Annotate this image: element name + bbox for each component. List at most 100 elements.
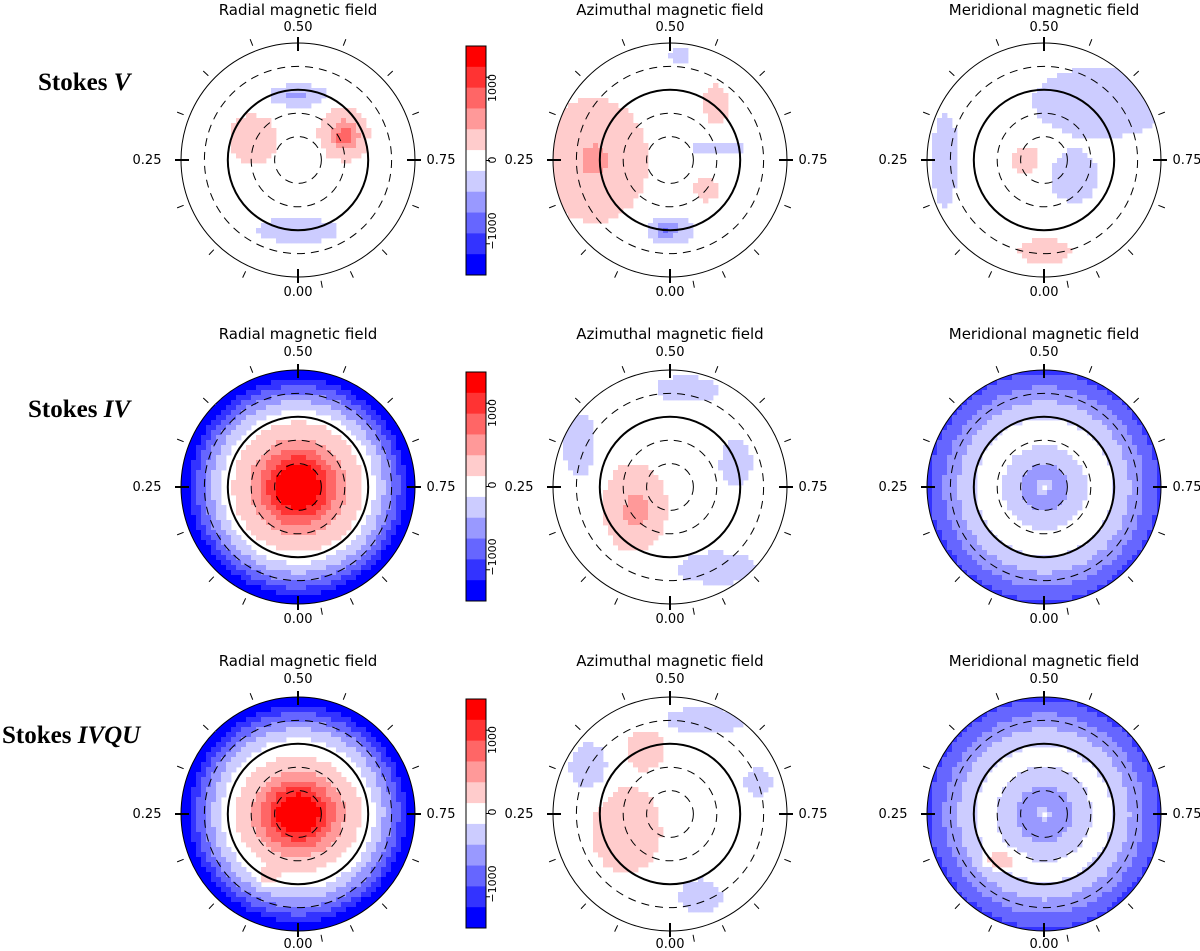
map-panel	[921, 364, 1167, 615]
observation-tick	[753, 903, 760, 910]
observation-tick	[202, 70, 209, 77]
observation-tick	[714, 38, 719, 46]
colorbar-tick-label: 1000	[486, 399, 499, 427]
observation-tick	[320, 934, 323, 942]
observation-tick	[692, 934, 695, 942]
colorbar-row1: 1000 0 −1000	[465, 45, 499, 276]
observation-tick	[714, 365, 719, 373]
observation-tick	[412, 858, 420, 863]
colorbar-swatch	[466, 191, 486, 214]
observation-tick	[349, 598, 354, 605]
observation-tick	[714, 692, 719, 700]
observation-tick	[784, 204, 792, 209]
observation-tick	[1158, 765, 1166, 770]
map-panel	[175, 691, 421, 942]
observation-tick	[995, 38, 1000, 46]
colorbar-tick-label: 0	[486, 809, 499, 816]
observation-tick	[381, 576, 388, 583]
phase-top: 0.50	[656, 672, 685, 687]
observation-tick	[922, 765, 930, 770]
outer-circle	[552, 696, 788, 932]
observation-tick	[954, 903, 961, 910]
title-radial-row3: Radial magnetic field	[219, 652, 378, 670]
observation-tick	[1133, 70, 1140, 77]
observation-tick	[574, 70, 581, 77]
observation-tick	[176, 111, 184, 116]
colorbar-swatch	[466, 108, 486, 130]
map-panel	[921, 691, 1167, 942]
colorbar-swatch	[466, 761, 486, 783]
observation-tick	[1133, 724, 1140, 731]
latitude-circle	[575, 719, 765, 909]
observation-tick	[1095, 271, 1100, 278]
observation-tick	[548, 438, 556, 443]
latitude-circle	[1020, 790, 1068, 838]
phase-left: 0.25	[133, 807, 162, 822]
observation-tick	[320, 607, 323, 615]
colorbar-swatch	[466, 517, 486, 540]
observation-tick	[614, 598, 619, 605]
observation-tick	[954, 576, 961, 583]
equator-circle	[972, 742, 1116, 886]
colorbar-tick-label: 0	[486, 157, 499, 164]
row-label-stokes-ivqu: Stokes IVQU	[2, 722, 142, 749]
field-map	[932, 68, 1158, 264]
observation-tick	[1127, 903, 1134, 910]
observation-tick	[342, 38, 347, 46]
map-panel	[547, 364, 793, 615]
observation-tick	[721, 271, 726, 278]
latitude-circle	[996, 439, 1092, 535]
observation-tick	[759, 724, 766, 731]
map-panel	[175, 364, 421, 615]
latitude-circle	[622, 439, 718, 535]
observation-tick	[1127, 576, 1134, 583]
observation-tick	[721, 925, 726, 932]
latitude-circle	[996, 112, 1092, 208]
colorbar-swatch	[466, 372, 486, 394]
observation-tick	[1088, 365, 1093, 373]
observation-tick	[1088, 692, 1093, 700]
colorbar-swatch	[466, 66, 486, 89]
observation-tick	[242, 271, 247, 278]
observation-tick	[548, 531, 556, 536]
colorbar-swatch	[466, 844, 486, 867]
phase-left: 0.25	[133, 480, 162, 495]
observation-tick	[412, 531, 420, 536]
latitude-circle	[622, 766, 718, 862]
observation-tick	[412, 765, 420, 770]
colorbar-tick-label: 1000	[486, 74, 499, 102]
field-map	[563, 375, 759, 586]
observation-tick	[614, 925, 619, 932]
phase-right: 0.75	[1173, 153, 1200, 168]
latitude-circle	[949, 719, 1139, 909]
observation-tick	[995, 692, 1000, 700]
equator-circle	[226, 415, 370, 559]
phase-right: 0.75	[427, 480, 456, 495]
equator-circle	[972, 88, 1116, 232]
latitude-circle	[1020, 463, 1068, 511]
colorbar-swatch	[466, 87, 486, 109]
phase-right: 0.75	[799, 153, 828, 168]
latitude-circle	[203, 392, 393, 582]
phase-right: 0.75	[1173, 807, 1200, 822]
title-azimuthal-row3: Azimuthal magnetic field	[576, 652, 763, 670]
observation-tick	[922, 531, 930, 536]
colorbar-swatch	[466, 699, 486, 721]
observation-tick	[1095, 925, 1100, 932]
observation-tick	[784, 858, 792, 863]
colorbar-swatch	[466, 434, 486, 456]
latitude-circle	[646, 463, 694, 511]
observation-tick	[208, 249, 215, 256]
phase-top: 0.50	[284, 672, 313, 687]
observation-tick	[753, 249, 760, 256]
colorbar-swatch	[466, 823, 486, 846]
colorbar-tick-label: 1000	[486, 726, 499, 754]
phase-top: 0.50	[1030, 672, 1059, 687]
observation-tick	[574, 397, 581, 404]
row-label-stokes-iv: Stokes IV	[28, 396, 132, 423]
colorbar-swatch	[466, 559, 486, 581]
latitude-circle	[996, 766, 1092, 862]
phase-right: 0.75	[799, 480, 828, 495]
observation-tick	[784, 438, 792, 443]
latitude-circle	[274, 136, 322, 184]
